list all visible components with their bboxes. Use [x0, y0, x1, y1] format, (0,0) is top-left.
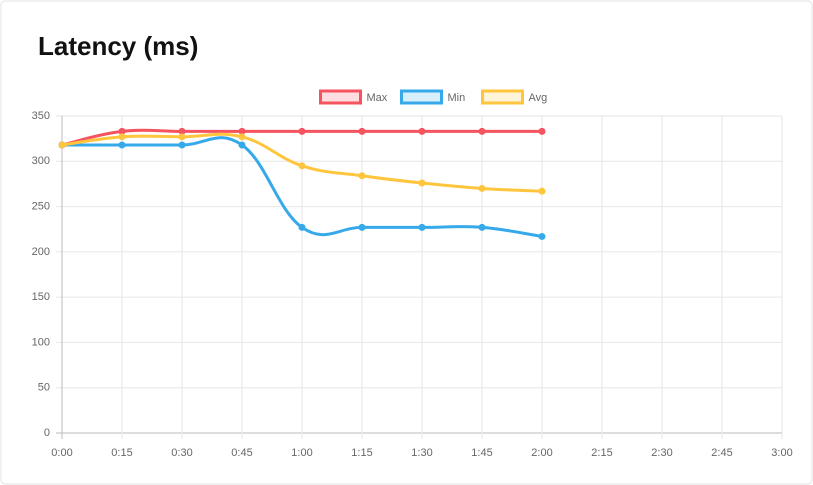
- data-point: [538, 127, 546, 135]
- data-point: [418, 223, 426, 231]
- data-point: [418, 127, 426, 135]
- x-tick-label: 1:15: [351, 447, 372, 459]
- data-point: [118, 133, 126, 141]
- y-tick-label: 100: [32, 336, 50, 348]
- legend-swatch: [481, 89, 524, 105]
- data-point: [478, 127, 486, 135]
- data-point: [178, 127, 186, 135]
- data-point: [358, 223, 366, 231]
- x-tick-label: 1:30: [411, 447, 432, 459]
- x-tick-label: 0:45: [231, 447, 252, 459]
- data-point: [418, 179, 426, 187]
- x-tick-label: 1:00: [291, 447, 312, 459]
- y-tick-label: 300: [32, 155, 50, 167]
- x-tick-label: 3:00: [771, 447, 792, 459]
- x-tick-label: 2:00: [531, 447, 552, 459]
- y-tick-label: 150: [32, 291, 50, 303]
- y-tick-label: 0: [44, 427, 50, 439]
- x-tick-label: 2:30: [651, 447, 672, 459]
- data-point: [478, 184, 486, 192]
- data-point: [178, 133, 186, 141]
- legend-swatch: [400, 89, 443, 105]
- data-point: [58, 141, 66, 149]
- legend-label: Max: [367, 92, 388, 104]
- data-point: [538, 232, 546, 240]
- data-point: [178, 141, 186, 149]
- data-point: [238, 127, 246, 135]
- data-point: [538, 187, 546, 195]
- chart-title: Latency (ms): [38, 31, 198, 61]
- legend-swatch: [319, 89, 362, 105]
- y-tick-label: 350: [32, 110, 50, 122]
- x-tick-label: 0:30: [171, 447, 192, 459]
- legend-label: Avg: [529, 92, 548, 104]
- data-point: [358, 127, 366, 135]
- data-point: [118, 127, 126, 135]
- x-tick-label: 0:00: [51, 447, 72, 459]
- y-tick-label: 50: [38, 382, 50, 394]
- data-point: [298, 162, 306, 170]
- y-tick-label: 250: [32, 200, 50, 212]
- data-point: [298, 223, 306, 231]
- y-tick-label: 200: [32, 246, 50, 258]
- x-tick-label: 2:15: [591, 447, 612, 459]
- data-point: [358, 172, 366, 180]
- data-point: [478, 223, 486, 231]
- series-line: [62, 136, 543, 238]
- x-tick-label: 2:45: [711, 447, 732, 459]
- data-point: [118, 141, 126, 149]
- data-point: [238, 133, 246, 141]
- x-tick-label: 1:45: [471, 447, 492, 459]
- x-tick-label: 0:15: [111, 447, 132, 459]
- data-point: [238, 141, 246, 149]
- data-point: [298, 127, 306, 135]
- legend-label: Min: [448, 92, 466, 104]
